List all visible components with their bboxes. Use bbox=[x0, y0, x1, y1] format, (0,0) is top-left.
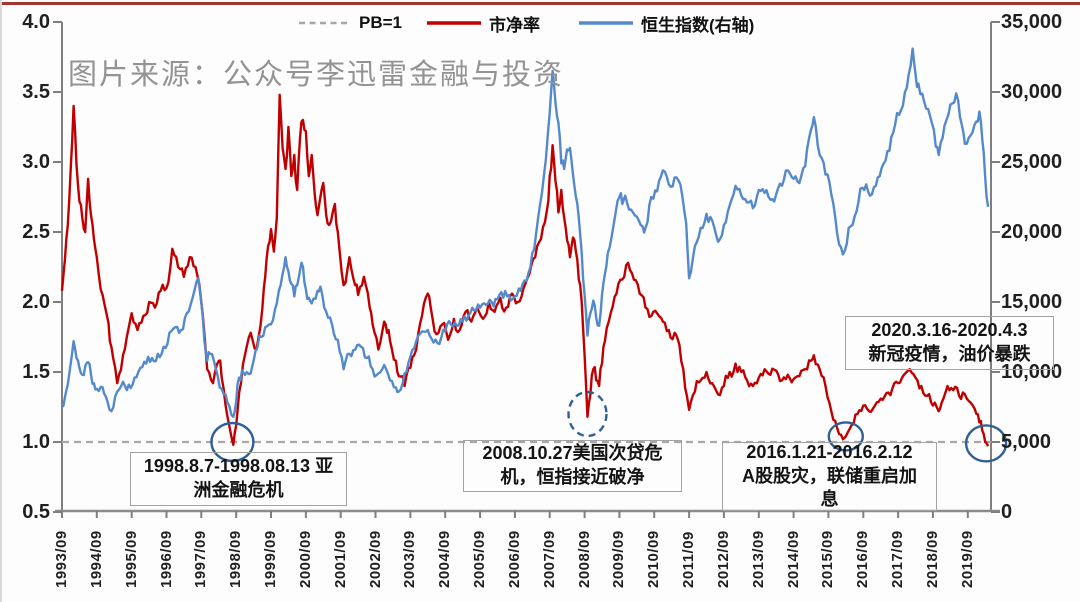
x-axis-tick-label: 2019/09 bbox=[958, 530, 976, 588]
x-axis-tick-label: 2011/09 bbox=[680, 531, 698, 588]
left-axis-tick-label: 2.5 bbox=[22, 221, 50, 243]
x-axis-tick-label: 2008/09 bbox=[575, 530, 593, 588]
x-axis-tick-label: 1993/09 bbox=[53, 530, 70, 588]
marker-circle-covid-oil-crash bbox=[964, 424, 1008, 463]
legend-label-pb1: PB=1 bbox=[359, 13, 402, 32]
left-axis-tick-label: 3.0 bbox=[22, 151, 50, 173]
hsi-line-swatch bbox=[579, 21, 633, 25]
legend-item-pb1: PB=1 bbox=[298, 12, 402, 34]
right-axis-tick-label: 20,000 bbox=[1001, 221, 1063, 243]
x-axis-tick-label: 1999/09 bbox=[262, 530, 279, 588]
left-axis-tick-label: 1.0 bbox=[22, 431, 50, 453]
right-axis-tick-label: 25,000 bbox=[1001, 151, 1063, 173]
x-axis-tick-label: 2003/09 bbox=[401, 530, 419, 588]
right-axis-tick-label: 5,000 bbox=[1001, 431, 1052, 453]
annotation-box-a-share-crash: 2016.1.21-2016.2.12 A股股灾，联储重启加 息 bbox=[722, 442, 937, 511]
x-axis-tick-label: 1995/09 bbox=[122, 530, 140, 588]
top-border-line bbox=[0, 2, 1080, 5]
legend-item-pb-ratio: 市净率 bbox=[426, 12, 540, 35]
x-axis-tick-label: 2016/09 bbox=[854, 530, 872, 588]
right-axis-tick-label: 30,000 bbox=[1001, 81, 1063, 103]
right-axis-tick-label: 10,000 bbox=[1001, 361, 1063, 383]
legend-label-hsi: 恒生指数(右轴) bbox=[641, 15, 755, 35]
legend-label-pb-ratio: 市净率 bbox=[489, 15, 540, 35]
right-axis-tick-label: 0 bbox=[1001, 501, 1013, 523]
watermark-source-note: 图片来源：公众号李迅雷金融与投资 bbox=[68, 59, 565, 91]
left-axis-tick-label: 1.5 bbox=[22, 361, 50, 383]
x-axis-tick-label: 2007/09 bbox=[540, 530, 558, 588]
x-axis-tick-label: 1996/09 bbox=[157, 530, 175, 588]
x-axis-tick-label: 2012/09 bbox=[714, 530, 732, 588]
pb-ratio-line-swatch bbox=[427, 21, 481, 25]
legend-item-hsi: 恒生指数(右轴) bbox=[578, 12, 755, 35]
x-axis-tick-label: 1994/09 bbox=[87, 530, 105, 588]
right-axis-tick-label: 15,000 bbox=[1001, 291, 1063, 313]
annotation-box-asian-crisis: 1998.8.7-1998.08.13 亚 洲金融危机 bbox=[130, 452, 347, 506]
x-axis-tick-label: 2002/09 bbox=[366, 530, 384, 588]
x-axis-tick-label: 2009/09 bbox=[610, 530, 628, 588]
x-axis-tick-label: 2001/09 bbox=[331, 530, 349, 588]
annotation-box-subprime-crisis: 2008.10.27美国次贷危 机，恒指接近破净 bbox=[463, 440, 682, 492]
left-edge-line bbox=[0, 0, 2, 602]
x-axis-tick-label: 2006/09 bbox=[505, 530, 523, 588]
right-axis-tick-label: 35,000 bbox=[1001, 11, 1063, 33]
left-axis-tick-label: 0.5 bbox=[22, 501, 50, 523]
marker-circle-subprime-crisis bbox=[567, 390, 608, 438]
marker-circle-a-share-crash bbox=[827, 421, 864, 452]
left-axis-tick-label: 2.0 bbox=[22, 291, 50, 313]
x-axis-tick-label: 2000/09 bbox=[296, 530, 314, 588]
left-axis-tick-label: 4.0 bbox=[22, 11, 50, 33]
left-axis-tick-label: 3.5 bbox=[22, 81, 50, 103]
x-axis-tick-label: 2018/09 bbox=[923, 530, 941, 588]
x-axis-tick-label: 1998/09 bbox=[227, 530, 245, 588]
annotation-box-covid-oil-crash: 2020.3.16-2020.4.3 新冠疫情，油价暴跌 bbox=[845, 316, 1054, 370]
x-axis-tick-label: 2004/09 bbox=[436, 530, 454, 588]
x-axis-tick-label: 1997/09 bbox=[192, 530, 210, 588]
x-axis-tick-label: 2010/09 bbox=[645, 530, 663, 588]
x-axis-tick-label: 2014/09 bbox=[784, 530, 802, 588]
x-axis-tick-label: 2013/09 bbox=[749, 530, 767, 588]
x-axis-tick-label: 2005/09 bbox=[471, 530, 489, 588]
x-axis-tick-label: 2015/09 bbox=[819, 530, 837, 588]
x-axis-tick-label: 2017/09 bbox=[889, 530, 907, 588]
pb1-dashed-line-swatch bbox=[299, 21, 351, 25]
marker-circle-asian-crisis bbox=[210, 421, 255, 463]
